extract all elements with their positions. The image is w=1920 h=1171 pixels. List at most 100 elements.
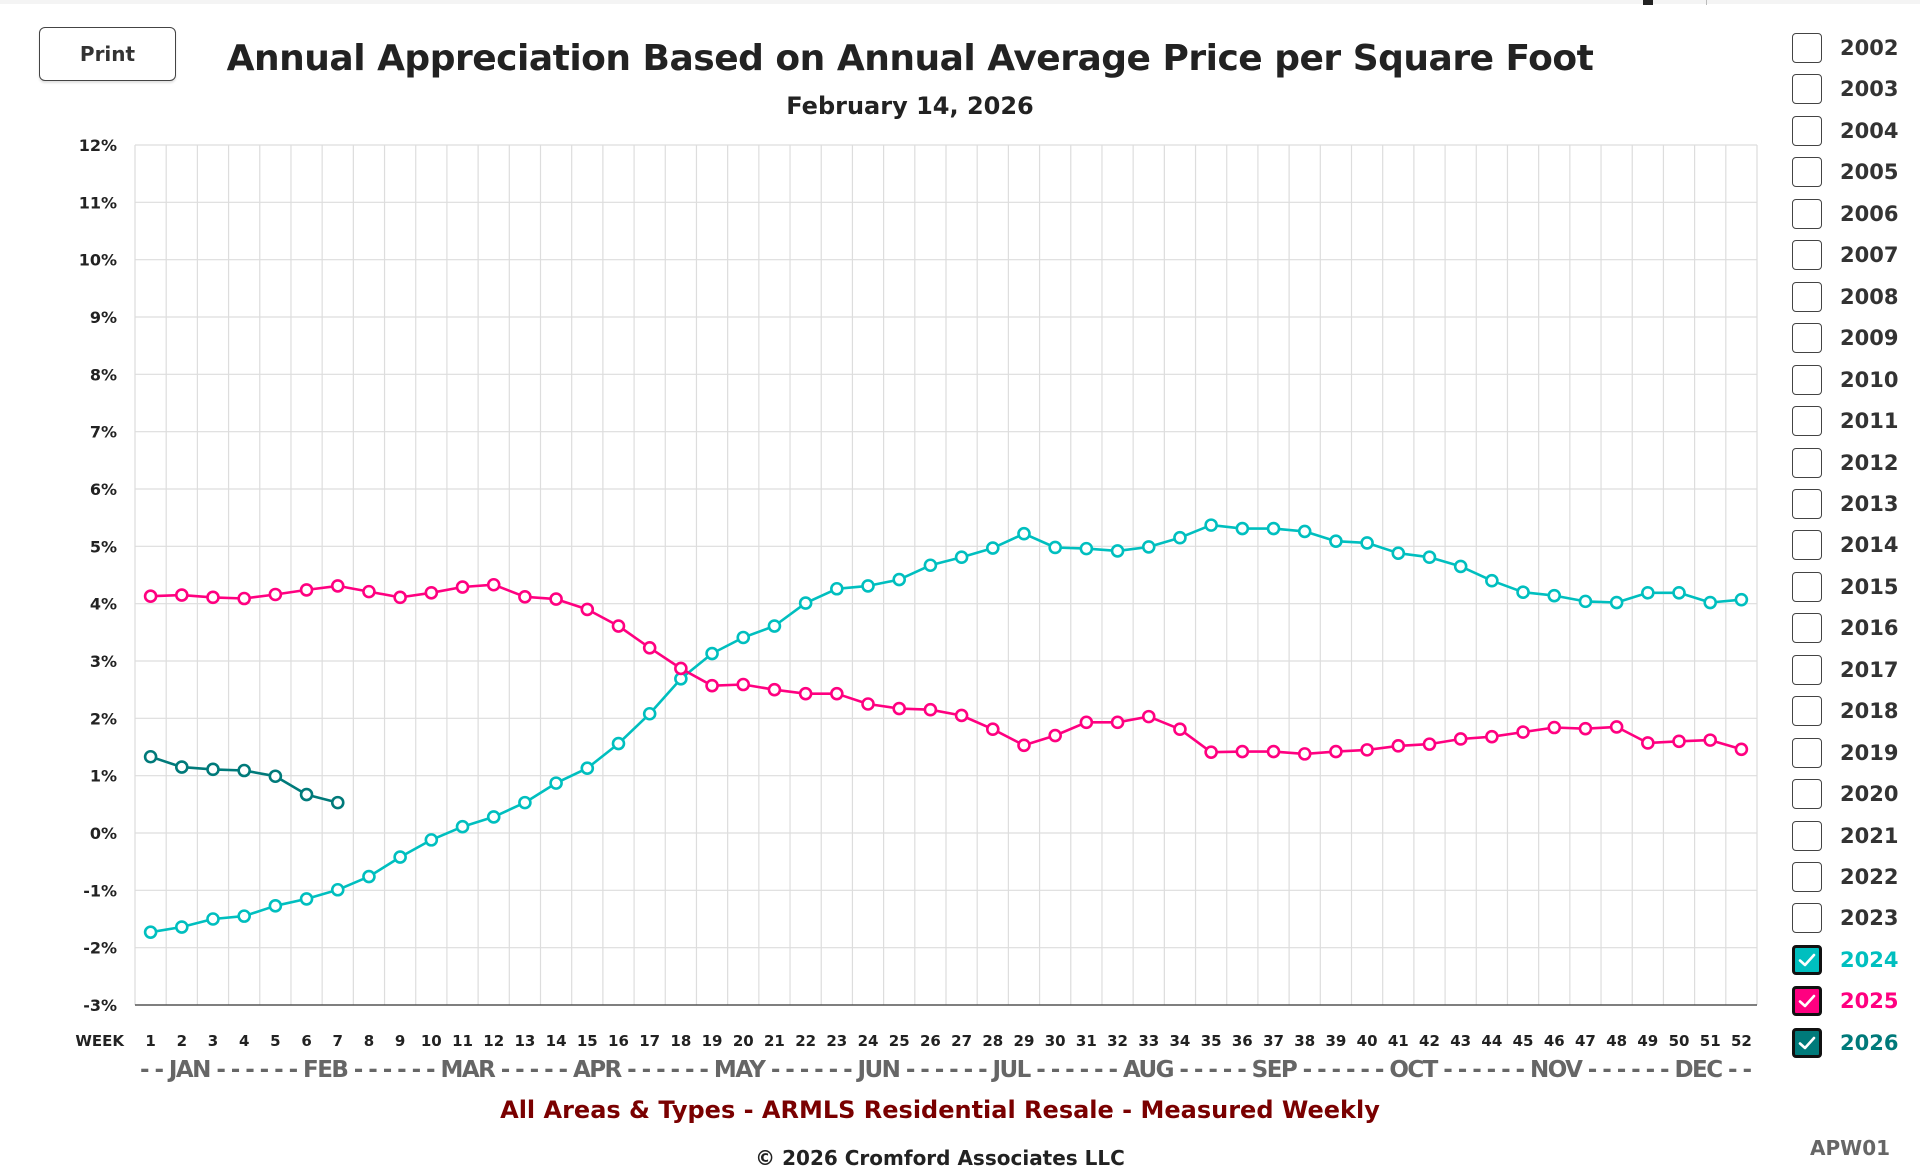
year-checkbox-2013[interactable]: 2013 (1792, 486, 1912, 522)
data-point-2024[interactable] (861, 579, 875, 593)
data-point-2025[interactable] (1422, 737, 1437, 751)
data-point-2024[interactable] (330, 882, 345, 897)
data-point-2024[interactable] (1703, 595, 1718, 610)
checkbox[interactable] (1792, 364, 1822, 395)
data-point-2025[interactable] (1578, 721, 1593, 736)
year-checkbox-2010[interactable]: 2010 (1792, 362, 1912, 398)
data-point-2025[interactable] (1235, 744, 1250, 759)
data-point-2025[interactable] (1017, 738, 1031, 753)
data-point-2025[interactable] (330, 579, 345, 593)
data-point-2024[interactable] (767, 619, 782, 633)
data-point-2025[interactable] (518, 589, 532, 604)
year-checkbox-2014[interactable]: 2014 (1792, 527, 1912, 563)
data-point-2024[interactable] (1017, 526, 1031, 541)
data-point-2024[interactable] (642, 706, 657, 721)
year-checkbox-2003[interactable]: 2003 (1792, 71, 1912, 107)
data-point-2024[interactable] (1547, 588, 1562, 603)
checkbox[interactable] (1792, 613, 1822, 644)
checkbox[interactable] (1792, 944, 1822, 975)
data-point-2024[interactable] (486, 810, 501, 824)
data-point-2024[interactable] (1734, 592, 1749, 607)
year-checkbox-2004[interactable]: 2004 (1792, 113, 1912, 149)
data-point-2025[interactable] (1485, 729, 1499, 744)
data-point-2025[interactable] (1266, 744, 1281, 759)
data-point-2024[interactable] (1360, 536, 1374, 550)
data-point-2025[interactable] (1734, 742, 1749, 757)
year-checkbox-2006[interactable]: 2006 (1792, 196, 1912, 232)
data-point-2024[interactable] (830, 581, 844, 596)
data-point-2024[interactable] (923, 558, 938, 573)
data-point-2024[interactable] (1297, 524, 1312, 539)
data-point-2026[interactable] (268, 769, 283, 784)
data-point-2025[interactable] (1641, 736, 1655, 750)
year-checkbox-2008[interactable]: 2008 (1792, 279, 1912, 315)
data-point-2025[interactable] (923, 702, 938, 717)
checkbox[interactable] (1792, 198, 1822, 229)
data-point-2024[interactable] (736, 630, 751, 645)
year-checkbox-2005[interactable]: 2005 (1792, 154, 1912, 190)
data-point-2026[interactable] (237, 763, 251, 778)
data-point-2025[interactable] (642, 641, 657, 655)
data-point-2025[interactable] (206, 590, 220, 605)
data-point-2025[interactable] (1079, 715, 1094, 730)
checkbox[interactable] (1792, 530, 1822, 561)
data-point-2025[interactable] (861, 697, 875, 711)
checkbox[interactable] (1792, 406, 1822, 437)
checkbox[interactable] (1792, 779, 1822, 810)
checkbox[interactable] (1792, 862, 1822, 892)
data-point-2025[interactable] (393, 590, 407, 605)
data-point-2025[interactable] (1609, 720, 1624, 734)
checkbox[interactable] (1792, 447, 1822, 478)
data-point-2025[interactable] (549, 592, 563, 606)
year-checkbox-2009[interactable]: 2009 (1792, 320, 1912, 356)
data-point-2024[interactable] (424, 833, 439, 847)
data-point-2025[interactable] (954, 708, 969, 723)
year-checkbox-2002[interactable]: 2002 (1792, 30, 1912, 66)
checkbox[interactable] (1792, 737, 1822, 768)
data-point-2024[interactable] (1422, 550, 1437, 565)
data-point-2024[interactable] (299, 892, 314, 906)
data-point-2024[interactable] (892, 572, 907, 587)
data-point-2024[interactable] (798, 596, 813, 610)
data-point-2025[interactable] (1516, 725, 1530, 739)
data-point-2024[interactable] (1609, 595, 1624, 610)
data-point-2025[interactable] (1110, 715, 1125, 730)
year-checkbox-2017[interactable]: 2017 (1792, 652, 1912, 688)
data-point-2024[interactable] (1235, 521, 1250, 536)
year-checkbox-2015[interactable]: 2015 (1792, 569, 1912, 605)
year-checkbox-2011[interactable]: 2011 (1792, 403, 1912, 439)
data-point-2025[interactable] (674, 661, 688, 676)
data-point-2025[interactable] (736, 677, 751, 692)
year-checkbox-2022[interactable]: 2022 (1792, 859, 1912, 895)
data-point-2025[interactable] (1547, 720, 1562, 735)
checkbox[interactable] (1792, 323, 1822, 354)
data-point-2025[interactable] (1329, 744, 1343, 759)
data-point-2024[interactable] (237, 909, 251, 923)
checkbox[interactable] (1792, 488, 1822, 519)
data-point-2024[interactable] (549, 776, 563, 790)
checkbox[interactable] (1792, 240, 1822, 271)
data-point-2025[interactable] (424, 585, 439, 600)
data-point-2024[interactable] (1641, 585, 1655, 600)
year-checkbox-2018[interactable]: 2018 (1792, 693, 1912, 729)
checkbox[interactable] (1792, 903, 1822, 934)
data-point-2024[interactable] (1204, 518, 1218, 532)
year-checkbox-2007[interactable]: 2007 (1792, 237, 1912, 273)
checkbox[interactable] (1792, 696, 1822, 727)
data-point-2024[interactable] (455, 819, 470, 834)
checkbox[interactable] (1792, 1027, 1822, 1058)
year-checkbox-2021[interactable]: 2021 (1792, 818, 1912, 854)
checkbox[interactable] (1792, 74, 1822, 105)
checkbox[interactable] (1792, 157, 1822, 188)
checkbox[interactable] (1792, 986, 1822, 1017)
data-point-2024[interactable] (1173, 530, 1187, 545)
data-point-2024[interactable] (268, 899, 283, 913)
data-point-2026[interactable] (143, 749, 158, 764)
checkbox[interactable] (1792, 115, 1822, 146)
data-point-2025[interactable] (1204, 745, 1218, 759)
data-point-2024[interactable] (1079, 541, 1094, 556)
data-point-2024[interactable] (580, 761, 595, 776)
data-point-2024[interactable] (1141, 540, 1156, 554)
data-point-2024[interactable] (1453, 559, 1468, 574)
data-point-2025[interactable] (1672, 734, 1686, 749)
